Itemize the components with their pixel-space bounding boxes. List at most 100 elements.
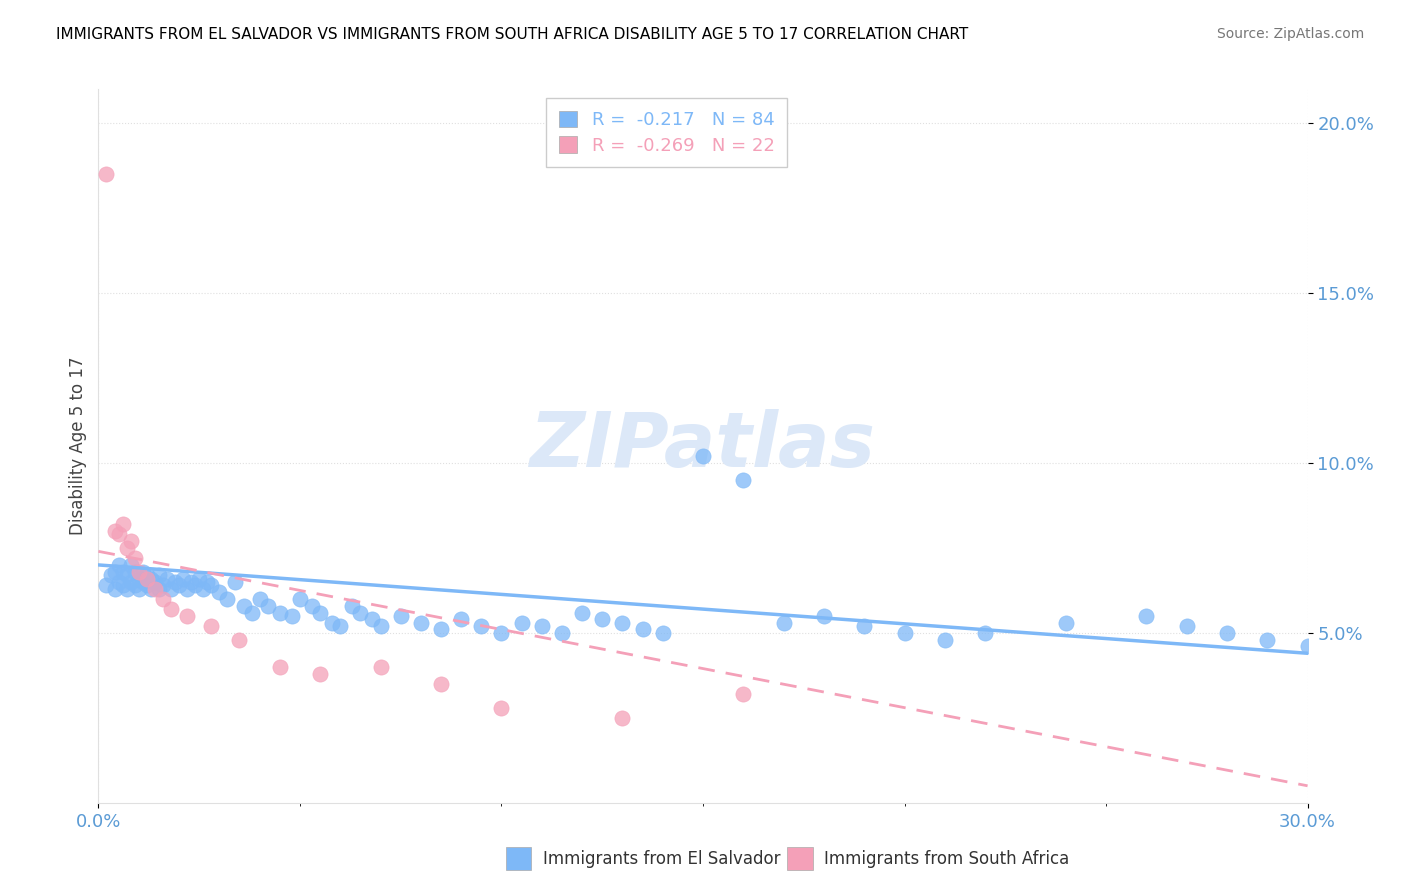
Point xyxy=(208,585,231,599)
Legend: R =  -0.217   N = 84, R =  -0.269   N = 22: R = -0.217 N = 84, R = -0.269 N = 22 xyxy=(547,98,787,168)
Point xyxy=(193,582,215,596)
Point xyxy=(184,578,207,592)
Point xyxy=(288,591,311,606)
Point xyxy=(249,591,271,606)
Point xyxy=(103,582,125,596)
Point xyxy=(160,582,183,596)
Point xyxy=(180,574,202,589)
Point xyxy=(167,578,190,592)
Point xyxy=(813,608,835,623)
Point xyxy=(430,677,453,691)
Point xyxy=(612,615,634,630)
Point xyxy=(115,568,138,582)
Point xyxy=(853,619,876,633)
Point xyxy=(409,615,432,630)
Point xyxy=(370,660,392,674)
Point xyxy=(733,473,755,487)
Point xyxy=(228,632,250,647)
Point xyxy=(389,608,412,623)
Point xyxy=(612,711,634,725)
Text: Immigrants from South Africa: Immigrants from South Africa xyxy=(824,849,1069,868)
Text: Immigrants from El Salvador: Immigrants from El Salvador xyxy=(543,849,780,868)
Point xyxy=(200,619,222,633)
Point xyxy=(974,626,997,640)
Point xyxy=(1256,632,1278,647)
Point xyxy=(281,608,304,623)
Point xyxy=(148,582,170,596)
Point xyxy=(571,606,593,620)
Point xyxy=(148,568,170,582)
Point xyxy=(100,568,122,582)
Point xyxy=(152,591,174,606)
Point xyxy=(120,574,142,589)
Text: ZIPatlas: ZIPatlas xyxy=(530,409,876,483)
Point xyxy=(269,606,291,620)
Point xyxy=(107,574,129,589)
Point xyxy=(224,574,246,589)
Point xyxy=(135,578,157,592)
Point xyxy=(96,578,118,592)
Point xyxy=(111,517,134,532)
Point xyxy=(120,534,142,549)
Point xyxy=(1175,619,1198,633)
Point xyxy=(772,615,794,630)
Point xyxy=(232,599,254,613)
Point xyxy=(163,574,186,589)
Point xyxy=(491,626,513,640)
Point xyxy=(135,572,157,586)
Point xyxy=(128,572,150,586)
Point xyxy=(103,524,125,538)
Point xyxy=(135,568,157,582)
Point xyxy=(124,578,146,592)
Point xyxy=(132,565,155,579)
Point xyxy=(342,599,364,613)
Point xyxy=(349,606,371,620)
Y-axis label: Disability Age 5 to 17: Disability Age 5 to 17 xyxy=(69,357,87,535)
Point xyxy=(111,578,134,592)
Point xyxy=(591,612,613,626)
Point xyxy=(143,582,166,596)
Point xyxy=(107,527,129,541)
Point xyxy=(893,626,915,640)
Point xyxy=(124,551,146,566)
Point xyxy=(301,599,323,613)
Text: IMMIGRANTS FROM EL SALVADOR VS IMMIGRANTS FROM SOUTH AFRICA DISABILITY AGE 5 TO : IMMIGRANTS FROM EL SALVADOR VS IMMIGRANT… xyxy=(56,27,969,42)
Point xyxy=(156,572,179,586)
Point xyxy=(107,558,129,572)
Point xyxy=(96,167,118,181)
Point xyxy=(1054,615,1077,630)
Point xyxy=(115,541,138,555)
Point xyxy=(256,599,278,613)
Point xyxy=(152,578,174,592)
Point xyxy=(132,574,155,589)
Point xyxy=(530,619,553,633)
Point xyxy=(240,606,263,620)
Point xyxy=(128,582,150,596)
Point xyxy=(1216,626,1239,640)
Point xyxy=(111,565,134,579)
Point xyxy=(309,606,332,620)
Point xyxy=(491,700,513,714)
Point xyxy=(128,565,150,579)
Point xyxy=(172,572,194,586)
Point xyxy=(139,582,162,596)
Point xyxy=(651,626,673,640)
Point xyxy=(510,615,533,630)
Point xyxy=(321,615,343,630)
Point xyxy=(188,572,211,586)
Point xyxy=(470,619,492,633)
Point xyxy=(631,623,654,637)
Point xyxy=(217,591,239,606)
Point xyxy=(176,582,198,596)
Point xyxy=(430,623,453,637)
Point xyxy=(269,660,291,674)
Point xyxy=(176,608,198,623)
Point xyxy=(103,565,125,579)
Point xyxy=(1296,640,1319,654)
Point xyxy=(361,612,384,626)
Point xyxy=(160,602,183,616)
Point xyxy=(1135,608,1157,623)
Point xyxy=(692,449,714,463)
Point xyxy=(934,632,956,647)
Point xyxy=(329,619,352,633)
